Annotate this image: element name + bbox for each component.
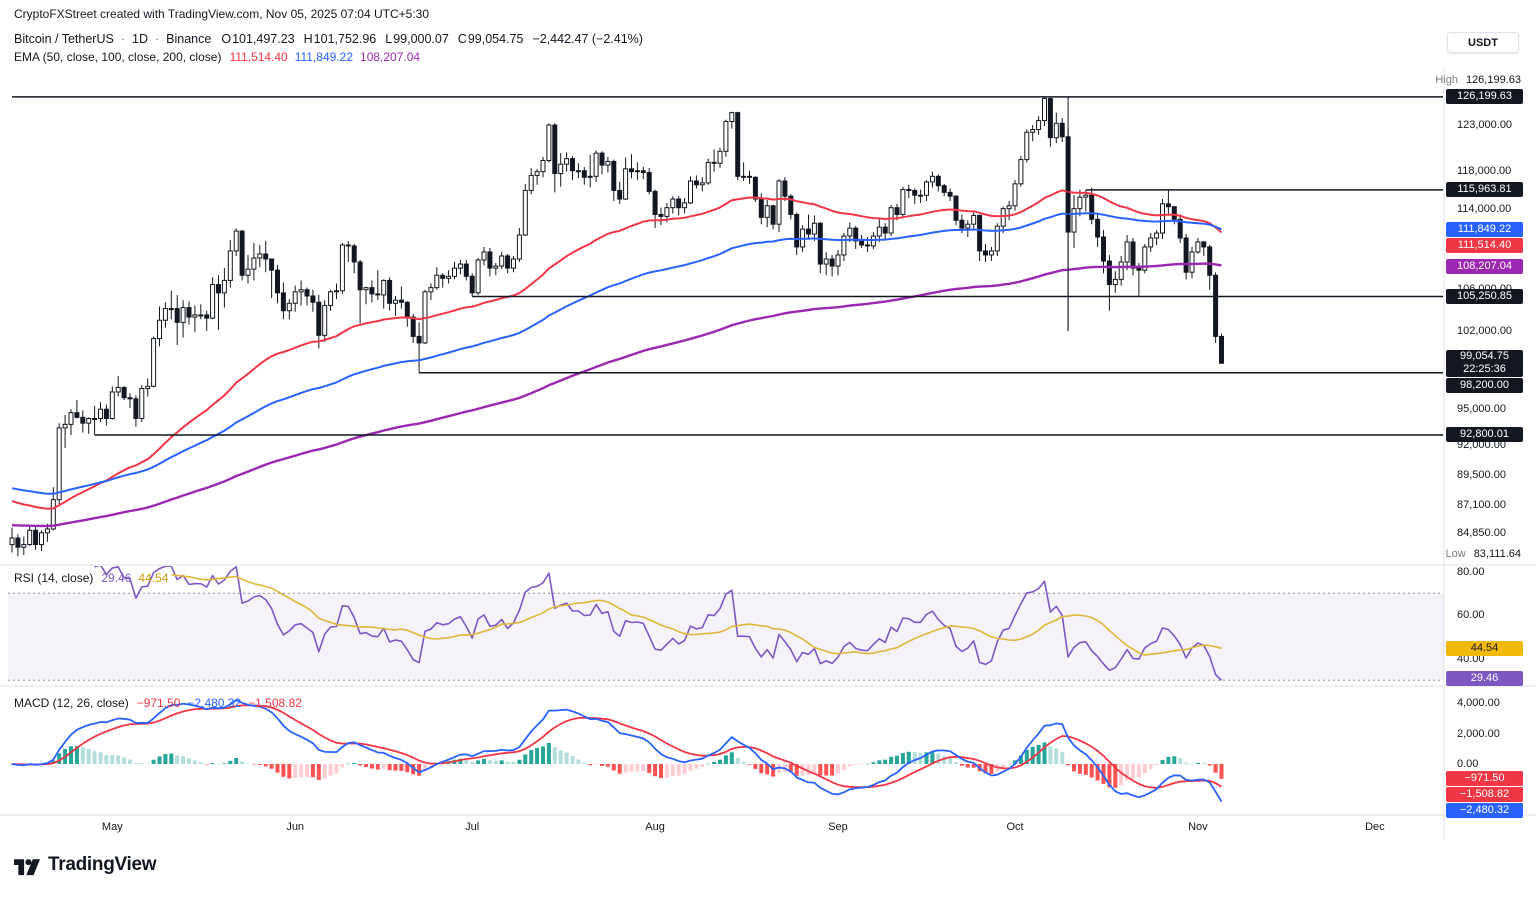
rsi-ma-line: [171, 573, 1222, 656]
candles: [9, 96, 1224, 557]
ema-value: 111,514.40: [229, 50, 288, 64]
rsi-value: 44.54: [138, 571, 169, 585]
ohlc-c: C99,054.75: [457, 32, 524, 46]
rsi-pane: [8, 566, 1444, 681]
rsi-line: [94, 566, 1223, 681]
ohlc-h: H101,752.96: [303, 32, 377, 46]
price-chart-canvas[interactable]: [0, 0, 1536, 845]
exchange-label: Binance: [166, 32, 212, 46]
ema-legend-label: EMA (50, close, 100, close, 200, close): [14, 50, 222, 64]
rsi-value: 29.46: [101, 571, 132, 585]
rsi-legend-label: RSI (14, close): [14, 571, 94, 585]
main-price-pane: [9, 96, 1443, 557]
macd-legend-values: −971.50 −2,480.32 −1,508.82: [137, 696, 302, 710]
price-change: −2,442.47 (−2.41%): [532, 32, 643, 46]
rsi-legend-values: 29.46 44.54: [101, 571, 168, 585]
tradingview-logo[interactable]: TradingView: [14, 853, 157, 877]
tradingview-logo-mark: [14, 859, 40, 876]
ohlc-l: L99,000.07: [385, 32, 449, 46]
macd-value: −971.50: [136, 696, 181, 710]
rsi-legend: RSI (14, close) 29.46 44.54: [14, 571, 168, 585]
ema100-line: [11, 212, 1222, 495]
ema-value: 108,207.04: [360, 50, 421, 64]
macd-line: [11, 699, 1223, 803]
tradingview-logo-text: TradingView: [48, 854, 157, 875]
macd-value: −1,508.82: [248, 696, 302, 710]
macd-pane: [10, 699, 1224, 803]
macd-value: −2,480.32: [187, 696, 242, 710]
separator-dot: ·: [120, 32, 125, 46]
macd-legend-label: MACD (12, 26, close): [14, 696, 129, 710]
ema200-line: [11, 262, 1222, 528]
currency-toggle-button[interactable]: USDT: [1447, 32, 1519, 53]
macd-histogram: [10, 742, 1224, 788]
ema-legend-values: 111,514.40 111,849.22 108,207.04: [229, 50, 420, 64]
attribution-text: CryptoFXStreet created with TradingView.…: [14, 7, 429, 21]
macd-legend: MACD (12, 26, close) −971.50 −2,480.32 −1,…: [14, 696, 302, 710]
interval-label[interactable]: 1D: [132, 32, 148, 46]
separator-dot: ·: [154, 32, 160, 46]
ema-legend: EMA (50, close, 100, close, 200, close) …: [14, 50, 420, 64]
ohlc-values: O101,497.23 H101,752.96 L99,000.07 C99,054.…: [221, 32, 523, 46]
symbol-info-bar: Bitcoin / TetherUS · 1D · Binance O101,4…: [14, 32, 643, 46]
ema50-line: [11, 189, 1223, 510]
ohlc-o: O101,497.23: [221, 32, 295, 46]
symbol-name[interactable]: Bitcoin / TetherUS: [14, 32, 114, 46]
ema-value: 111,849.22: [294, 50, 354, 64]
